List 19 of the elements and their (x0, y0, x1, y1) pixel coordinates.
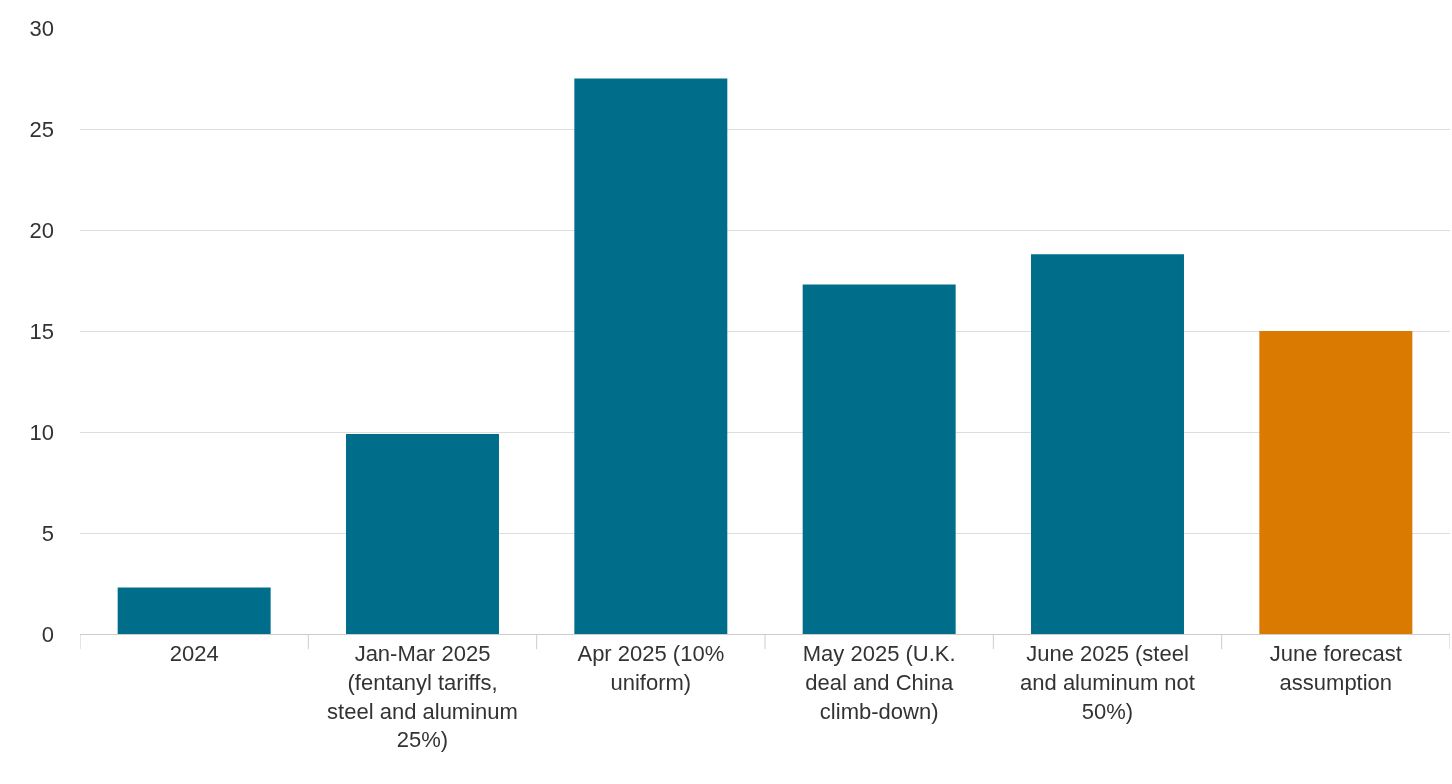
x-tick-label: Jan-Mar 2025 (fentanyl tariffs, steel and aluminum 25%) (327, 641, 518, 753)
x-tick-label: May 2025 (U.K. deal and China climb-down) (802, 641, 956, 724)
y-tick-label: 20 (29, 217, 54, 243)
bar (1031, 254, 1184, 634)
y-tick-label: 30 (29, 15, 54, 41)
y-tick-label: 10 (29, 419, 54, 445)
bar (346, 434, 499, 634)
bar (1259, 331, 1413, 634)
y-tick-label: 15 (29, 318, 54, 344)
x-tick-label: June forecast assumption (1269, 641, 1402, 695)
y-tick-label: 0 (41, 621, 54, 647)
y-tick-label: 5 (41, 520, 54, 546)
x-tick-label: Apr 2025 (10% uniform) (577, 641, 725, 695)
bar (802, 284, 956, 634)
bar (117, 587, 271, 634)
y-tick-label: 25 (29, 116, 54, 142)
bar (574, 78, 728, 634)
x-tick-label: June 2025 (steel and aluminum not 50%) (1020, 641, 1195, 724)
x-tick-label: 2024 (169, 641, 219, 667)
